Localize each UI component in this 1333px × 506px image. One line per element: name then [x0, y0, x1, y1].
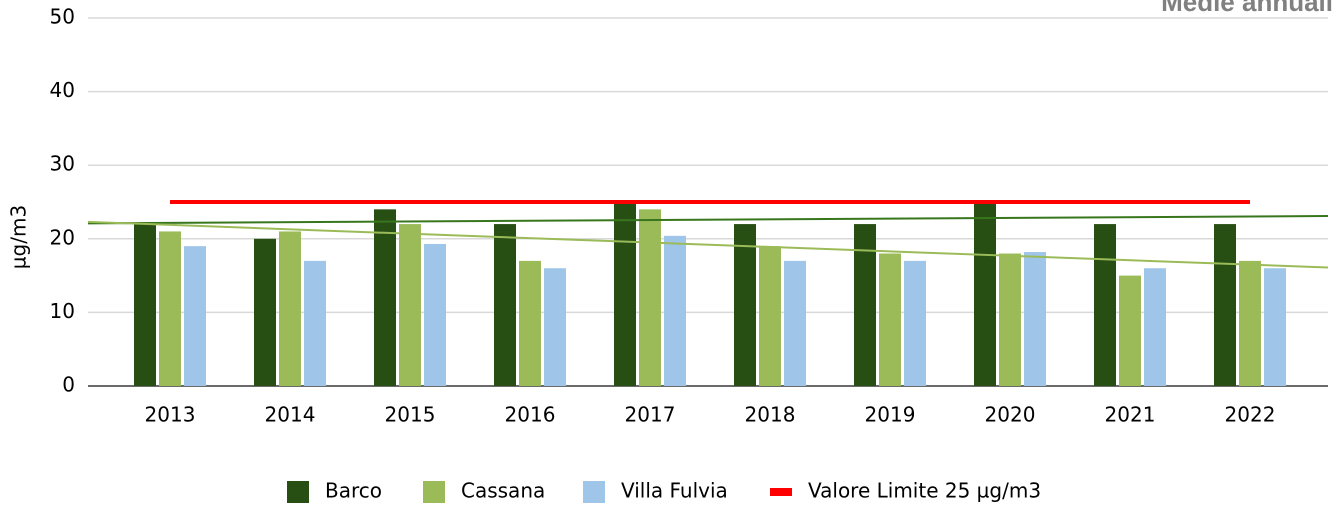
bar — [424, 243, 446, 386]
bar — [784, 260, 806, 386]
legend-label: Valore Limite 25 µg/m3 — [808, 479, 1041, 503]
bar — [304, 260, 326, 386]
bar — [759, 246, 781, 386]
x-tick-label: 2016 — [505, 403, 556, 427]
bar — [1119, 275, 1141, 386]
x-tick-label: 2013 — [145, 403, 196, 427]
x-tick-label: 2020 — [985, 403, 1036, 427]
y-tick-label: 50 — [50, 5, 75, 29]
legend-swatch — [770, 488, 792, 496]
bar — [664, 235, 686, 386]
bar — [254, 238, 276, 386]
bar — [544, 268, 566, 386]
bar — [159, 231, 181, 386]
bar — [1214, 224, 1236, 386]
bar — [134, 224, 156, 386]
legend-swatch — [583, 481, 605, 503]
bar — [399, 224, 421, 386]
bar — [639, 209, 661, 386]
x-tick-label: 2022 — [1225, 403, 1276, 427]
x-tick-label: 2019 — [865, 403, 916, 427]
trend-line — [87, 220, 1329, 269]
y-axis-label: µg/m3 — [7, 205, 31, 269]
bar — [1094, 224, 1116, 386]
chart-title: Medie annuali — [1161, 0, 1333, 17]
bar — [999, 253, 1021, 386]
x-tick-label: 2021 — [1105, 403, 1156, 427]
y-tick-label: 0 — [62, 373, 75, 397]
x-tick-label: 2017 — [625, 403, 676, 427]
bar — [879, 253, 901, 386]
bar — [854, 224, 876, 386]
bar — [1144, 268, 1166, 386]
bar — [904, 260, 926, 386]
bar — [494, 224, 516, 386]
bar — [1264, 268, 1286, 386]
bar — [1239, 260, 1261, 386]
y-tick-label: 10 — [50, 299, 75, 323]
y-tick-label: 30 — [50, 152, 75, 176]
bar — [614, 202, 636, 386]
x-tick-label: 2018 — [745, 403, 796, 427]
x-tick-label: 2014 — [265, 403, 316, 427]
legend-swatch — [423, 481, 445, 503]
bar — [734, 224, 756, 386]
legend-label: Cassana — [461, 479, 545, 503]
bar — [1024, 252, 1046, 386]
x-tick-label: 2015 — [385, 403, 436, 427]
legend-swatch — [287, 481, 309, 503]
bar — [974, 202, 996, 386]
legend-label: Barco — [325, 479, 382, 503]
bar — [519, 260, 541, 386]
bar — [279, 231, 301, 386]
legend-label: Villa Fulvia — [621, 479, 728, 503]
bar — [184, 246, 206, 386]
y-tick-label: 20 — [50, 225, 75, 249]
trend-line — [87, 214, 1329, 225]
y-tick-label: 40 — [50, 78, 75, 102]
bar — [374, 209, 396, 386]
